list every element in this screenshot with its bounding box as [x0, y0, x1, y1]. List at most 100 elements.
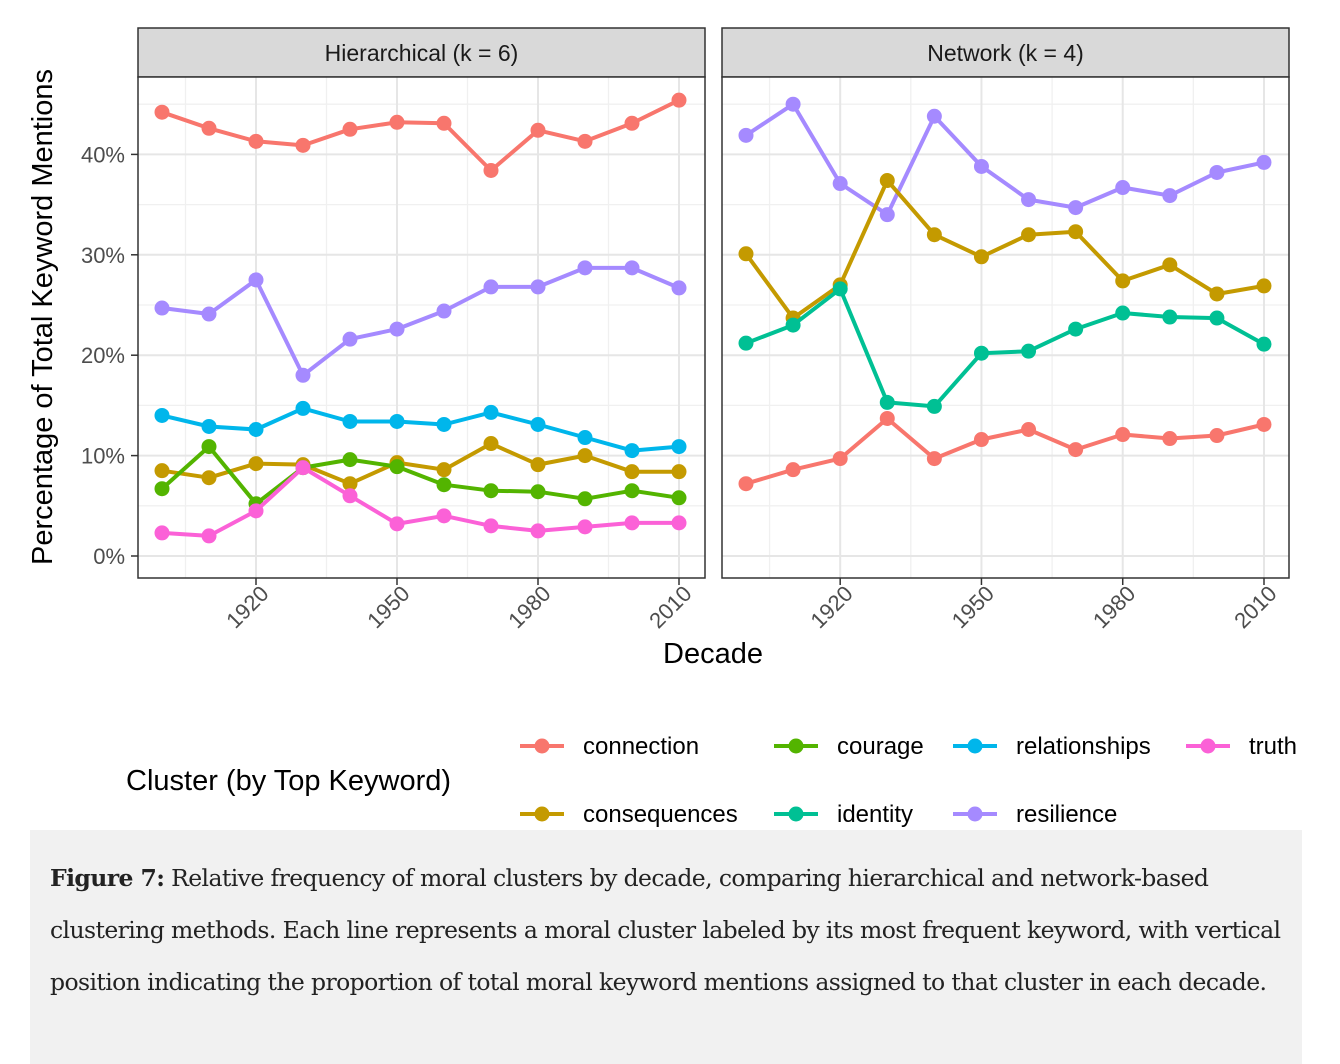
legend-entry-courage: courage — [774, 733, 924, 760]
data-point — [926, 227, 942, 243]
data-point — [1115, 273, 1131, 289]
data-point — [342, 452, 358, 468]
x-tick-label: 1920 — [805, 581, 857, 633]
data-point — [926, 398, 942, 414]
series-relationships — [154, 400, 687, 459]
caption-text: Relative frequency of moral clusters by … — [50, 864, 1281, 996]
data-point — [342, 488, 358, 504]
data-point — [154, 463, 170, 479]
data-point — [973, 249, 989, 265]
x-tick-label: 1950 — [947, 581, 999, 633]
panel-strip — [137, 27, 706, 78]
data-point — [624, 483, 640, 499]
data-point — [530, 523, 546, 539]
data-point — [577, 519, 593, 535]
data-point — [530, 122, 546, 138]
data-point — [342, 121, 358, 137]
data-point — [785, 96, 801, 112]
data-point — [436, 115, 452, 131]
series-line — [161, 265, 680, 378]
legend: connection consequences courage identity rel… — [520, 733, 1297, 828]
x-axis-title: Decade — [663, 638, 763, 670]
data-point — [436, 462, 452, 478]
legend-key-point — [534, 806, 550, 822]
data-point — [785, 317, 801, 333]
y-tick-label: 30% — [81, 243, 125, 268]
data-point — [342, 476, 358, 492]
data-point — [436, 303, 452, 319]
data-point — [154, 300, 170, 316]
data-point — [530, 416, 546, 432]
data-point — [1256, 416, 1272, 432]
data-point — [577, 133, 593, 149]
series-line — [745, 416, 1265, 486]
data-point — [1256, 278, 1272, 294]
panel-background — [138, 77, 705, 578]
data-point — [1162, 431, 1178, 447]
legend-label: relationships — [1016, 733, 1151, 760]
panel-border — [721, 76, 1290, 579]
series-truth — [154, 460, 687, 544]
data-point — [201, 439, 217, 455]
data-point — [624, 115, 640, 131]
data-point — [1021, 192, 1037, 208]
data-point — [738, 127, 754, 143]
data-point — [671, 439, 687, 455]
data-point — [248, 503, 264, 519]
legend-entry-identity: identity — [774, 801, 913, 828]
figure-caption: Figure 7: Relative frequency of moral cl… — [30, 830, 1302, 1064]
data-point — [1209, 428, 1225, 444]
data-point — [1115, 427, 1131, 443]
legend-key-point — [788, 738, 804, 754]
data-point — [154, 481, 170, 497]
series-identity — [738, 281, 1272, 414]
data-point — [530, 457, 546, 473]
data-point — [483, 518, 499, 534]
x-tick-label: 2010 — [1229, 581, 1281, 633]
legend-entry-relationships: relationships — [953, 733, 1151, 760]
data-point — [295, 460, 311, 476]
data-point — [671, 464, 687, 480]
panel-network: Network (k = 4) 1920 1950 1980 2010 — [721, 27, 1290, 633]
data-point — [973, 158, 989, 174]
data-point — [342, 331, 358, 347]
data-point — [1209, 164, 1225, 180]
data-point — [436, 508, 452, 524]
data-point — [389, 321, 405, 337]
data-point — [1021, 421, 1037, 437]
data-point — [483, 404, 499, 420]
series-line — [161, 441, 679, 486]
data-point — [738, 246, 754, 262]
data-point — [832, 451, 848, 467]
legend-label: truth — [1249, 733, 1297, 760]
data-point — [1256, 336, 1272, 352]
data-point — [1162, 188, 1178, 204]
series-resilience — [154, 260, 687, 383]
legend-label: consequences — [583, 801, 738, 828]
series-line — [744, 178, 1265, 321]
panel-title: Hierarchical (k = 6) — [325, 40, 519, 66]
series-line — [744, 102, 1265, 217]
data-point — [1162, 257, 1178, 273]
data-point — [624, 464, 640, 480]
y-tick-label: 10% — [81, 444, 125, 469]
series-consequences — [738, 173, 1272, 326]
data-point — [530, 279, 546, 295]
data-point — [1162, 309, 1178, 325]
series-line — [745, 286, 1265, 409]
series-courage — [154, 439, 687, 512]
data-point — [483, 279, 499, 295]
legend-label: connection — [583, 733, 699, 760]
data-point — [879, 410, 895, 426]
y-axis-title: Percentage of Total Keyword Mentions — [27, 69, 59, 565]
data-point — [483, 436, 499, 452]
data-point — [436, 477, 452, 493]
data-point — [1021, 343, 1037, 359]
data-point — [671, 490, 687, 506]
legend-entry-truth: truth — [1186, 733, 1297, 760]
x-tick-label: 1980 — [503, 581, 555, 633]
legend-key-point — [788, 806, 804, 822]
y-tick-label: 0% — [93, 544, 125, 569]
data-point — [342, 413, 358, 429]
data-point — [1115, 180, 1131, 196]
